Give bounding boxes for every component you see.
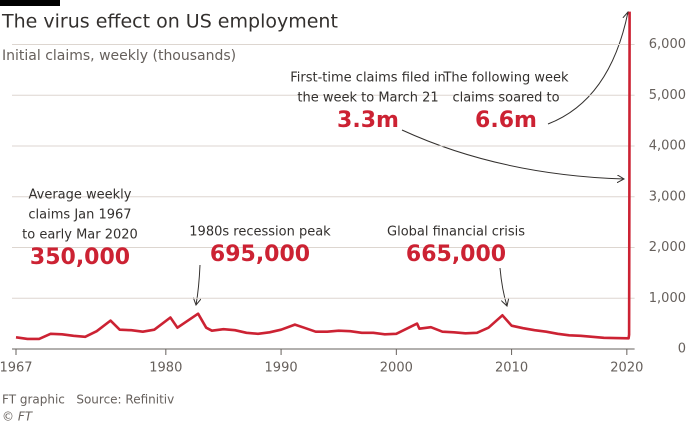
credit: © FT: [2, 410, 34, 424]
annotation: Global financial crisis: [387, 225, 525, 240]
annotation: claims soared to: [452, 91, 559, 106]
data-line: [15, 11, 631, 341]
y-tick-label: 2,000: [649, 240, 686, 255]
y-tick-label: 1,000: [649, 291, 686, 306]
annotation: the week to March 21: [297, 91, 438, 106]
arrow: [196, 264, 200, 305]
x-tick-label: 2020: [610, 361, 643, 376]
arrows: [196, 12, 628, 306]
x-tick-label: 1967: [0, 361, 33, 376]
annotation-value: 695,000: [210, 242, 310, 267]
annotation: Average weekly: [29, 188, 132, 203]
y-tick-label: 4,000: [649, 139, 686, 154]
annotation-value: 350,000: [30, 245, 130, 270]
y-tick-label: 6,000: [649, 37, 686, 52]
annotation: 1980s recession peak: [189, 225, 331, 240]
chart-subtitle: Initial claims, weekly (thousands): [2, 48, 236, 64]
annotation: claims Jan 1967: [28, 208, 131, 223]
y-tick-label: 5,000: [649, 88, 686, 103]
arrow: [499, 267, 507, 306]
arrow: [547, 12, 628, 125]
x-tick-label: 1980: [149, 361, 182, 376]
x-tick-label: 1990: [265, 361, 298, 376]
y-tick-label: 0: [678, 342, 686, 357]
chart-title: The virus effect on US employment: [1, 11, 338, 33]
x-tick-label: 2010: [495, 361, 528, 376]
annotation-value: 665,000: [406, 242, 506, 267]
annotation-value: 6.6m: [475, 108, 537, 133]
source: FT graphic Source: Refinitiv: [2, 393, 174, 407]
annotation: First-time claims filed in: [290, 71, 446, 86]
annotation: to early Mar 2020: [22, 228, 138, 243]
arrow: [401, 129, 624, 179]
annotation-value: 3.3m: [337, 108, 399, 133]
annotation: The following week: [442, 71, 569, 86]
x-tick-label: 2000: [380, 361, 413, 376]
brand-bar: [0, 0, 60, 6]
y-tick-label: 3,000: [649, 189, 686, 204]
